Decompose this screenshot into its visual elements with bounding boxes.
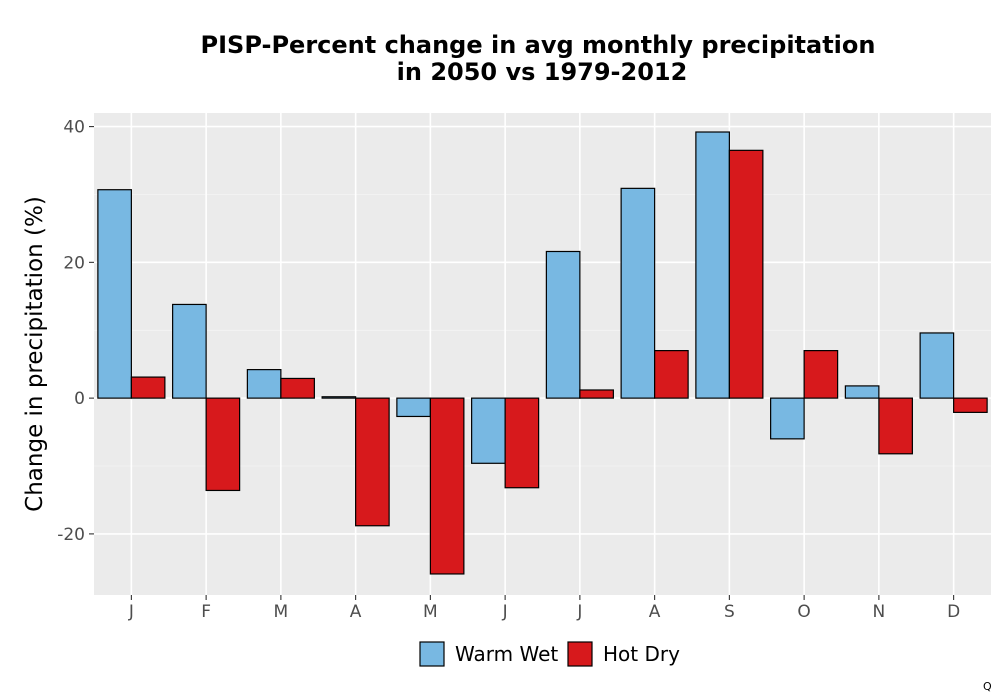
bar-hot-dry xyxy=(205,397,241,492)
plot-panel xyxy=(94,113,991,595)
bar-hot-dry xyxy=(953,397,988,413)
legend-label: Warm Wet xyxy=(455,642,558,666)
x-tick-label: S xyxy=(724,602,735,622)
bar-warm-wet xyxy=(172,303,207,399)
bar-hot-dry xyxy=(280,377,315,399)
x-tick-label: J xyxy=(502,602,508,622)
y-axis-ticks: -20 0 20 40 xyxy=(57,118,94,545)
bar-warm-wet xyxy=(545,250,581,399)
x-tick-label: J xyxy=(576,602,582,622)
bar-hot-dry xyxy=(728,149,764,399)
x-tick-label: M xyxy=(423,602,438,622)
x-tick-label: N xyxy=(873,602,886,622)
bar-hot-dry xyxy=(803,350,839,399)
bar-hot-dry xyxy=(130,376,166,399)
bar-hot-dry xyxy=(878,397,913,455)
bar-warm-wet xyxy=(321,396,357,399)
x-tick-label: M xyxy=(274,602,289,622)
bar-warm-wet xyxy=(919,332,955,399)
y-tick-label: 0 xyxy=(74,389,85,409)
bars xyxy=(97,131,988,575)
bar-hot-dry xyxy=(654,350,689,399)
bar-hot-dry xyxy=(355,397,390,527)
legend-label: Hot Dry xyxy=(603,642,680,666)
bar-warm-wet xyxy=(97,189,132,399)
legend: Warm Wet Hot Dry xyxy=(419,641,680,667)
x-tick-label: A xyxy=(649,602,661,622)
x-tick-label: D xyxy=(947,602,960,622)
bar-warm-wet xyxy=(844,385,880,399)
x-tick-label: F xyxy=(201,602,211,622)
bar-warm-wet xyxy=(396,397,431,418)
corner-mark: Q xyxy=(983,680,992,693)
legend-key-hot-dry xyxy=(567,641,593,667)
chart-title-line1: PISP-Percent change in avg monthly preci… xyxy=(201,31,876,59)
y-tick-label: 20 xyxy=(63,253,85,273)
minor-gridlines xyxy=(94,194,991,467)
y-axis-title: Change in precipitation (%) xyxy=(22,196,48,512)
x-tick-label: A xyxy=(350,602,362,622)
bar-warm-wet xyxy=(695,131,730,399)
bar-warm-wet xyxy=(246,369,282,399)
bar-hot-dry xyxy=(579,389,614,399)
bar-hot-dry xyxy=(429,397,465,575)
chart-title-line2: in 2050 vs 1979-2012 xyxy=(397,58,688,86)
y-tick-label: -20 xyxy=(57,525,85,545)
legend-key-warm-wet xyxy=(419,641,445,667)
x-tick-label: J xyxy=(128,602,134,622)
bar-hot-dry xyxy=(504,397,540,489)
bar-warm-wet xyxy=(471,397,506,464)
bar-warm-wet xyxy=(620,187,656,399)
y-tick-label: 40 xyxy=(63,118,85,138)
x-tick-label: O xyxy=(797,602,810,622)
bar-warm-wet xyxy=(770,397,805,440)
